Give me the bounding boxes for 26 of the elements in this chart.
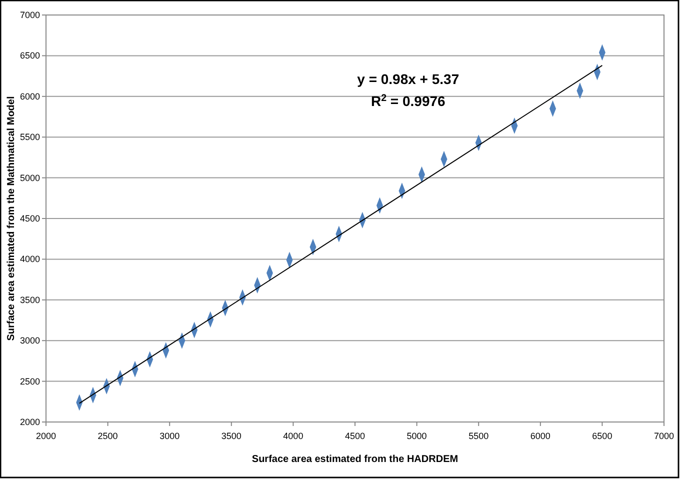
y-tick-label: 4000	[20, 254, 40, 264]
x-tick-label: 5000	[406, 431, 427, 441]
x-tick-label: 2000	[36, 431, 56, 441]
annotation: y = 0.98x + 5.37	[357, 71, 460, 88]
y-tick-label: 6500	[20, 50, 40, 61]
y-tick-label: 6000	[20, 91, 40, 102]
y-axis-title: Surface area estimated from the Mathmatical Model	[6, 96, 17, 341]
x-tick-label: 6000	[530, 431, 550, 441]
x-tick-label: 4000	[283, 431, 304, 441]
y-tick-label: 7000	[20, 10, 40, 20]
y-tick-label: 2000	[20, 417, 40, 427]
x-tick-label: 6500	[592, 431, 612, 441]
y-tick-label: 5500	[20, 132, 40, 142]
y-tick-label: 3500	[20, 294, 40, 305]
x-tick-label: 3500	[221, 431, 242, 441]
x-axis-title: Surface area estimated from the HADRDEM	[252, 454, 458, 465]
x-tick-label: 7000	[654, 431, 674, 441]
y-tick-label: 4500	[20, 214, 40, 224]
y-tick-label: 2500	[20, 376, 40, 386]
x-tick-label: 2500	[98, 431, 118, 441]
y-tick-label: 3000	[20, 336, 40, 346]
x-tick-label: 5500	[468, 431, 489, 441]
x-tick-label: 3000	[160, 431, 180, 441]
y-tick-label: 5000	[20, 172, 40, 183]
x-tick-label: 4500	[344, 431, 366, 441]
annotation: R$^{2}$ = 0.9976	[370, 92, 446, 110]
